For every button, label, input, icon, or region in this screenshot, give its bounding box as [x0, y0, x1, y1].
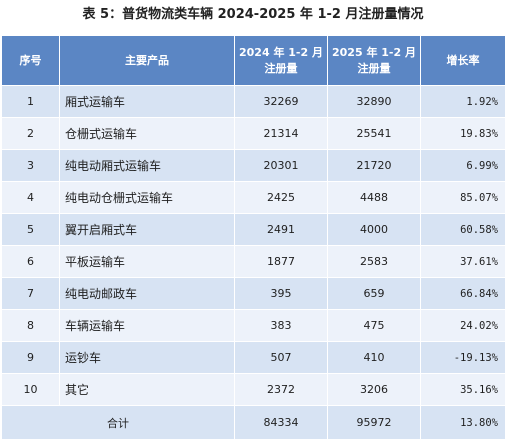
total-label: 合计	[1, 405, 235, 440]
row-name: 运钞车	[59, 341, 235, 374]
row-idx: 6	[1, 245, 60, 278]
row-name: 平板运输车	[59, 245, 235, 278]
table-row: 7 纯电动邮政车 395 659 66.84%	[1, 277, 506, 310]
row-name: 纯电动厢式运输车	[59, 149, 235, 182]
row-growth: 37.61%	[420, 245, 506, 278]
row-2024: 395	[234, 277, 328, 310]
row-2024: 383	[234, 309, 328, 342]
table-row: 8 车辆运输车 383 475 24.02%	[1, 309, 506, 342]
row-2024: 507	[234, 341, 328, 374]
header-2024-line2: 注册量	[264, 61, 298, 75]
row-2025: 21720	[327, 149, 421, 182]
header-2024-line1: 2024 年 1-2 月	[239, 45, 323, 59]
row-growth: 35.16%	[420, 373, 506, 406]
registration-table: 序号 主要产品 2024 年 1-2 月 注册量 2025 年 1-2 月 注册…	[1, 35, 506, 440]
header-2025-line1: 2025 年 1-2 月	[332, 45, 416, 59]
row-growth: 19.83%	[420, 117, 506, 150]
row-growth: 85.07%	[420, 181, 506, 214]
header-name: 主要产品	[59, 35, 235, 86]
row-2024: 21314	[234, 117, 328, 150]
row-name: 纯电动仓栅式运输车	[59, 181, 235, 214]
row-2024: 1877	[234, 245, 328, 278]
table-row: 1 厢式运输车 32269 32890 1.92%	[1, 85, 506, 118]
row-2024: 2372	[234, 373, 328, 406]
row-2024: 2491	[234, 213, 328, 246]
row-name: 纯电动邮政车	[59, 277, 235, 310]
table-row: 6 平板运输车 1877 2583 37.61%	[1, 245, 506, 278]
row-2025: 2583	[327, 245, 421, 278]
total-growth: 13.80%	[420, 405, 506, 440]
row-idx: 5	[1, 213, 60, 246]
header-row: 序号 主要产品 2024 年 1-2 月 注册量 2025 年 1-2 月 注册…	[1, 35, 506, 86]
row-idx: 10	[1, 373, 60, 406]
row-idx: 2	[1, 117, 60, 150]
row-name: 翼开启厢式车	[59, 213, 235, 246]
table-row: 10 其它 2372 3206 35.16%	[1, 373, 506, 406]
row-name: 车辆运输车	[59, 309, 235, 342]
row-2025: 32890	[327, 85, 421, 118]
row-2025: 25541	[327, 117, 421, 150]
row-2025: 475	[327, 309, 421, 342]
table-row: 5 翼开启厢式车 2491 4000 60.58%	[1, 213, 506, 246]
row-2024: 32269	[234, 85, 328, 118]
table-caption: 表 5：普货物流类车辆 2024-2025 年 1-2 月注册量情况	[82, 7, 424, 22]
row-2025: 659	[327, 277, 421, 310]
row-name: 仓栅式运输车	[59, 117, 235, 150]
total-row: 合计 84334 95972 13.80%	[1, 405, 506, 440]
header-growth: 增长率	[420, 35, 506, 86]
table-row: 2 仓栅式运输车 21314 25541 19.83%	[1, 117, 506, 150]
row-idx: 7	[1, 277, 60, 310]
row-2024: 2425	[234, 181, 328, 214]
row-2025: 4000	[327, 213, 421, 246]
row-growth: -19.13%	[420, 341, 506, 374]
row-idx: 1	[1, 85, 60, 118]
row-idx: 3	[1, 149, 60, 182]
row-growth: 24.02%	[420, 309, 506, 342]
row-growth: 60.58%	[420, 213, 506, 246]
header-2025-line2: 注册量	[357, 61, 391, 75]
row-growth: 6.99%	[420, 149, 506, 182]
row-2024: 20301	[234, 149, 328, 182]
row-name: 厢式运输车	[59, 85, 235, 118]
total-2025: 95972	[327, 405, 421, 440]
row-idx: 9	[1, 341, 60, 374]
table-row: 9 运钞车 507 410 -19.13%	[1, 341, 506, 374]
table-row: 4 纯电动仓栅式运输车 2425 4488 85.07%	[1, 181, 506, 214]
header-idx: 序号	[1, 35, 60, 86]
row-growth: 1.92%	[420, 85, 506, 118]
row-name: 其它	[59, 373, 235, 406]
row-2025: 4488	[327, 181, 421, 214]
row-2025: 410	[327, 341, 421, 374]
row-2025: 3206	[327, 373, 421, 406]
row-idx: 8	[1, 309, 60, 342]
header-2025: 2025 年 1-2 月 注册量	[327, 35, 421, 86]
table-row: 3 纯电动厢式运输车 20301 21720 6.99%	[1, 149, 506, 182]
header-2024: 2024 年 1-2 月 注册量	[234, 35, 328, 86]
row-growth: 66.84%	[420, 277, 506, 310]
total-2024: 84334	[234, 405, 328, 440]
row-idx: 4	[1, 181, 60, 214]
